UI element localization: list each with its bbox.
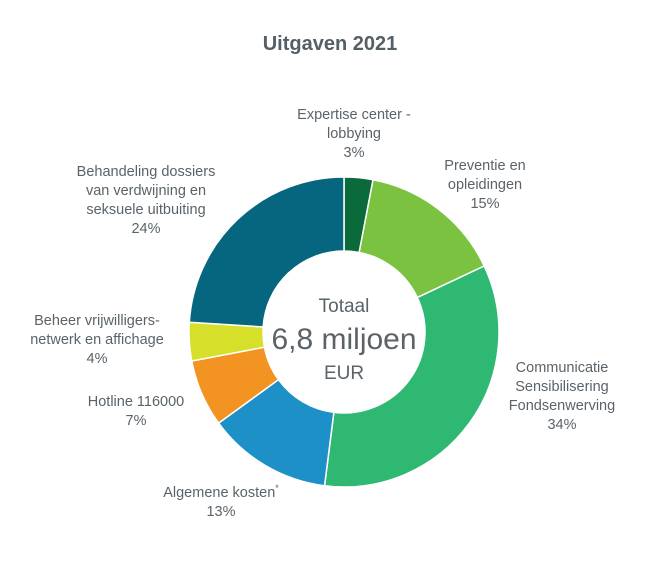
slice-label-4: Hotline 116000 7% bbox=[88, 394, 184, 429]
chart-title: Uitgaven 2021 bbox=[263, 33, 398, 55]
slice-label-0: Expertise center -lobbying 3% bbox=[297, 107, 411, 161]
donut-hole bbox=[263, 251, 425, 413]
slice-label-2: Communicatie Sensibilisering Fondsenwervin… bbox=[509, 360, 615, 433]
slice-label-1: Preventie en opleidingen 15% bbox=[444, 158, 525, 212]
slice-label-3: Algemene kosten* 13% bbox=[163, 483, 279, 520]
slice-label-5: Beheer vrijwilligers-netwerk en affichag… bbox=[30, 313, 164, 367]
slice-label-6: Behandeling dossiers van verdwijning en se… bbox=[77, 164, 216, 237]
slices-group bbox=[188, 176, 500, 488]
center-total-unit: EUR bbox=[324, 363, 364, 384]
center-total-value: 6,8 miljoen bbox=[271, 323, 416, 356]
labels-group: Expertise center -lobbying 3% Preventie en… bbox=[30, 107, 615, 520]
center-total-label: Totaal bbox=[319, 296, 370, 317]
